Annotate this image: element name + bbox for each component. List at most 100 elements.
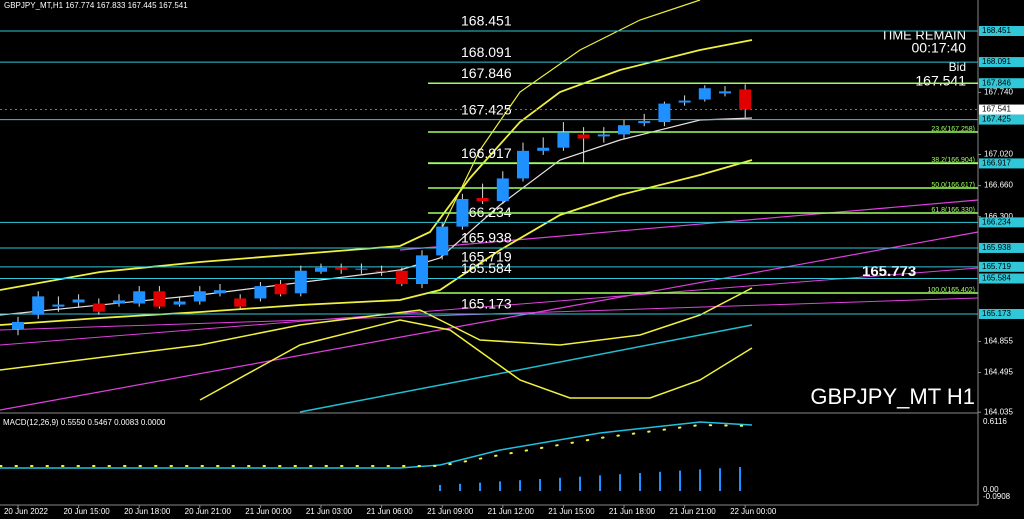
x-tick-label: 22 Jun 00:00: [730, 507, 777, 516]
price-box: [979, 104, 1024, 115]
candle-body: [456, 198, 469, 227]
time-remain: 00:17:40: [912, 40, 967, 56]
candle-body: [355, 268, 368, 270]
macd-line: [0, 421, 753, 469]
level-box-label: 165.584: [982, 274, 1011, 283]
candle-body: [92, 303, 105, 312]
candle-body: [375, 270, 388, 272]
trendline: [0, 267, 979, 346]
candle-body: [173, 301, 186, 305]
candle-body: [32, 296, 45, 315]
y-tick-label: 166.300: [984, 212, 1013, 221]
trendline: [399, 199, 979, 251]
level-box: [979, 273, 1024, 284]
level-label: 168.091: [461, 44, 512, 60]
price-box-label: 167.541: [982, 105, 1011, 114]
candle-body: [618, 125, 630, 135]
candle-body: [274, 284, 287, 295]
ma-line: [0, 117, 753, 316]
level-label: 165.584: [461, 260, 512, 276]
x-tick-label: 21 Jun 15:00: [548, 507, 595, 516]
level-box-label: 166.917: [982, 159, 1011, 168]
candle-body: [133, 291, 146, 304]
candle-body: [214, 290, 226, 294]
level-box: [979, 242, 1024, 253]
candle-body: [698, 88, 711, 100]
candle-body: [153, 291, 166, 307]
level-box-label: 165.173: [982, 309, 1011, 318]
candle-body: [193, 291, 206, 302]
macd-title: MACD(12,26,9) 0.5550 0.5467 0.0083 0.000…: [3, 418, 166, 427]
level-label: 166.917: [461, 145, 512, 161]
x-tick-label: 21 Jun 18:00: [609, 507, 656, 516]
candle-body: [496, 178, 509, 202]
level-label: 165.173: [461, 296, 512, 312]
band-upper: [0, 39, 753, 291]
candle-body: [12, 321, 24, 330]
x-tick-label: 21 Jun 21:00: [669, 507, 716, 516]
candle-body: [113, 300, 125, 304]
level-box-label: 165.719: [982, 262, 1011, 271]
y-tick-label: 167.020: [984, 150, 1013, 159]
level-box: [979, 78, 1024, 89]
level-box: [979, 217, 1024, 228]
level-box: [979, 57, 1024, 68]
overlays: [0, 0, 979, 506]
candle-body: [517, 150, 529, 179]
x-tick-label: 21 Jun 12:00: [488, 507, 535, 516]
fib-label: 50.0(166.617): [931, 182, 975, 189]
y-tick-label: 167.740: [984, 87, 1013, 96]
level-box-label: 166.234: [982, 217, 1011, 226]
candle-body: [577, 134, 590, 139]
macd-tick-label: 0.00: [983, 485, 999, 494]
x-tick-label: 20 Jun 18:00: [124, 507, 171, 516]
candle-body: [254, 286, 267, 299]
candle-body: [395, 270, 408, 285]
candle-body: [557, 132, 570, 148]
level-box: [979, 308, 1024, 319]
fib-label: 23.6(167.258): [931, 126, 975, 133]
level-box-label: 167.846: [982, 78, 1011, 87]
symbol-label: GBPJPY_MT H1: [810, 384, 975, 409]
candle-body: [234, 298, 247, 307]
y-tick-label: 164.495: [984, 368, 1013, 377]
y-tick-label: 164.035: [984, 407, 1013, 416]
level-label: 166.234: [461, 204, 512, 220]
level-box: [979, 114, 1024, 125]
x-tick-label: 20 Jun 15:00: [63, 507, 110, 516]
level-label: 165.719: [461, 249, 512, 265]
y-tick-label: 166.660: [984, 181, 1013, 190]
candle-body: [678, 100, 691, 103]
candle-body: [658, 103, 671, 123]
trendline: [0, 231, 979, 411]
candle-body: [638, 121, 651, 124]
level-box: [979, 158, 1024, 169]
fib-label: 38.2(166.904): [931, 157, 975, 164]
candle-body: [315, 267, 327, 272]
fib-label: 100.0(165.402): [928, 287, 975, 294]
candle-body: [416, 255, 428, 285]
level-box-label: 167.425: [982, 115, 1011, 124]
candle-body: [537, 147, 550, 151]
candle-body: [294, 270, 307, 294]
bid: 167.541: [915, 73, 966, 89]
x-tick-label: 21 Jun 09:00: [427, 507, 474, 516]
x-tick-label: 21 Jun 03:00: [306, 507, 353, 516]
level-box-label: 168.091: [982, 57, 1011, 66]
candle-body: [476, 197, 489, 202]
candle-body: [719, 91, 731, 94]
marker-label: 165.773: [862, 263, 916, 280]
x-tick-label: 20 Jun 21:00: [185, 507, 232, 516]
macd-tick-label: -0.0908: [983, 492, 1011, 501]
ma-line: [299, 324, 753, 413]
level-label: 165.938: [461, 230, 512, 246]
band-curve: [199, 319, 753, 401]
fib-label: 61.8(166.330): [931, 207, 975, 214]
x-tick-label: 21 Jun 00:00: [245, 507, 292, 516]
band-curve: [0, 287, 753, 371]
candle-body: [72, 299, 85, 303]
bid-label: Bid: [949, 60, 966, 74]
candle-body: [739, 89, 752, 110]
